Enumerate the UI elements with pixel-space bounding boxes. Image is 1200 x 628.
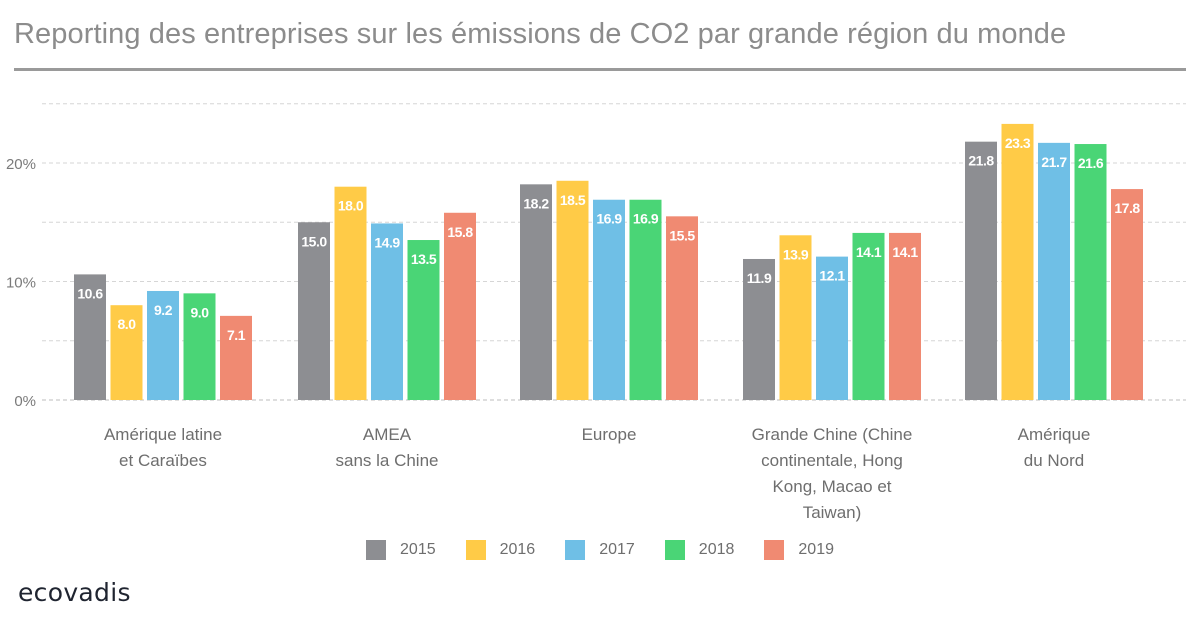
bar-2016: [110, 305, 143, 400]
x-category-label: Europe: [499, 422, 719, 448]
legend-swatch: [664, 540, 685, 560]
chart-legend: 2015 2016 2017 2018 2019: [0, 540, 1200, 560]
bar-value-label: 15.5: [669, 227, 695, 243]
bar-value-label: 15.0: [301, 233, 327, 249]
bar-value-label: 15.8: [447, 224, 473, 240]
bar-value-label: 18.2: [523, 195, 549, 211]
legend-item-2017: 2017: [565, 540, 635, 560]
y-tick-label: 0%: [14, 393, 36, 410]
bar-value-label: 10.6: [77, 285, 103, 301]
legend-item-2019: 2019: [764, 540, 834, 560]
legend-item-2016: 2016: [465, 540, 536, 560]
bar-2018: [183, 293, 216, 400]
bar-2017: [816, 256, 848, 400]
legend-item-2018: 2018: [664, 540, 735, 560]
bar-value-label: 13.9: [783, 246, 809, 262]
x-category-label: Amérique du Nord: [944, 422, 1164, 474]
x-category-label-line: sans la Chine: [335, 451, 439, 470]
x-category-label-line: Kong, Macao et: [772, 477, 892, 496]
bar-value-label: 14.1: [856, 244, 882, 260]
legend-swatch: [465, 540, 486, 560]
x-category-label-line: Amérique: [1017, 425, 1091, 444]
x-category-label-line: AMEA: [362, 425, 412, 444]
bar-2016: [334, 186, 367, 400]
bar-2018: [629, 199, 662, 400]
bar-2015: [74, 274, 106, 400]
bar-2015: [298, 222, 330, 400]
bar-value-label: 23.3: [1005, 135, 1031, 151]
x-category-label-line: et Caraïbes: [119, 451, 207, 470]
x-category-label-line: du Nord: [1023, 451, 1085, 470]
bar-chart: 0% 10% 20% 10.6 8.0 9.2 9.0 7.1 15.0 18.0 14.9 13.5…: [6, 103, 1186, 410]
bar-value-label: 21.6: [1078, 155, 1104, 171]
x-category-label: Grande Chine (Chine continentale, Hong Kon…: [722, 422, 942, 526]
legend-item-2015: 2015: [366, 540, 436, 560]
chart-title: Reporting des entreprises sur les émissi…: [14, 18, 1067, 50]
bar-2018: [1074, 144, 1107, 400]
legend-label: 2016: [499, 541, 536, 558]
bar-value-label: 18.5: [560, 192, 586, 208]
bar-value-label: 16.9: [633, 211, 659, 227]
ecovadis-logo: ecovadis: [18, 578, 131, 607]
x-category-label-line: continentale, Hong: [761, 451, 903, 470]
legend-swatch: [764, 540, 785, 560]
x-category-label: AMEA sans la Chine: [277, 422, 497, 474]
y-tick-label: 10%: [6, 275, 36, 292]
bar-2019: [444, 212, 476, 400]
bar-2015: [520, 184, 552, 400]
title-divider: [14, 68, 1186, 71]
bar-2017: [147, 290, 179, 400]
legend-swatch: [366, 540, 387, 560]
bar-value-label: 9.0: [191, 304, 210, 320]
bar-2016: [779, 235, 812, 400]
x-category-label-line: Europe: [581, 425, 637, 444]
bar-2019: [1111, 189, 1143, 400]
bar-value-label: 11.9: [747, 270, 772, 286]
bar-value-label: 14.9: [374, 234, 400, 250]
bar-value-label: 18.0: [338, 198, 364, 214]
bar-2019: [220, 315, 252, 400]
bar-value-label: 14.1: [892, 244, 918, 260]
bar-value-label: 17.8: [1114, 200, 1140, 216]
x-category-label-line: Grande Chine (Chine: [751, 425, 913, 444]
y-tick-label: 20%: [6, 156, 36, 173]
bar-value-label: 21.8: [968, 153, 994, 169]
bar-2017: [1038, 142, 1070, 401]
legend-swatch: [565, 540, 586, 560]
bar-2019: [666, 216, 698, 400]
bar-2017: [593, 199, 625, 400]
bar-2019: [889, 232, 921, 400]
bar-value-label: 16.9: [596, 211, 622, 227]
legend-label: 2017: [599, 541, 635, 558]
bar-value-label: 13.5: [411, 251, 437, 267]
bar-2016: [1001, 123, 1034, 401]
bar-2015: [743, 258, 775, 400]
bar-value-label: 8.0: [118, 316, 137, 332]
bar-value-label: 21.7: [1041, 154, 1067, 170]
bar-2018: [852, 232, 885, 400]
x-category-label-line: Taiwan): [802, 503, 862, 522]
legend-label: 2015: [400, 541, 436, 558]
bar-2017: [371, 223, 403, 400]
bar-value-label: 12.1: [819, 268, 845, 284]
bar-value-label: 9.2: [154, 302, 173, 318]
x-category-label-line: Amérique latine: [103, 425, 223, 444]
x-category-label: Amérique latine et Caraïbes: [53, 422, 273, 474]
bar-2016: [556, 180, 589, 400]
bar-value-label: 7.1: [227, 327, 246, 343]
bar-2015: [965, 141, 997, 401]
bar-2018: [407, 240, 440, 400]
legend-label: 2019: [798, 541, 834, 558]
legend-label: 2018: [698, 541, 735, 558]
